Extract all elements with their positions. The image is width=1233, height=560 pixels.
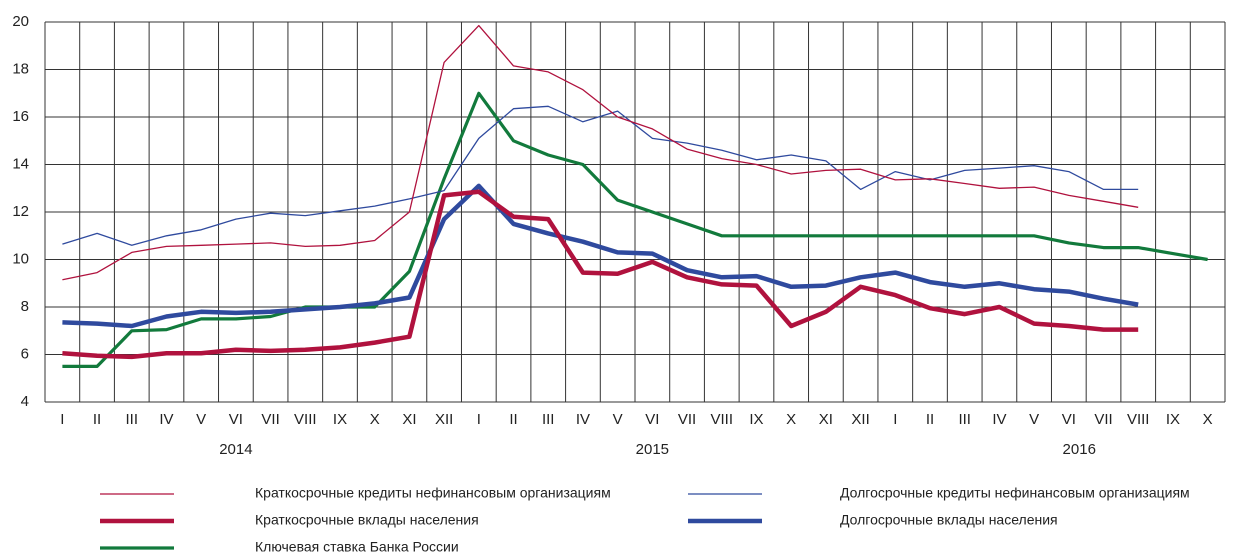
y-tick-label: 20 [12,13,29,30]
x-tick-label: VI [1062,411,1076,428]
x-tick-label: XII [435,411,453,428]
legend-label: Краткосрочные вклады населения [255,512,479,528]
x-tick-label: V [613,411,623,428]
series-line [62,24,1139,281]
x-tick-label: VIII [1127,411,1150,428]
x-tick-label: VIII [711,411,734,428]
year-label: 2014 [219,441,252,458]
x-tick-label: III [958,411,971,428]
x-tick-label: I [60,411,64,428]
legend-label: Долгосрочные кредиты нефинансовым органи… [840,485,1190,501]
year-label: 2015 [636,441,669,458]
x-tick-label: IX [1166,411,1180,428]
x-tick-label: I [477,411,481,428]
x-tick-label: II [926,411,934,428]
x-tick-label: IV [576,411,590,428]
x-tick-label: II [509,411,517,428]
legend: Краткосрочные кредиты нефинансовым орган… [100,485,1190,555]
x-tick-label: IV [159,411,173,428]
x-tick-label: VI [645,411,659,428]
legend-label: Долгосрочные вклады населения [840,512,1058,528]
y-tick-label: 10 [12,250,29,267]
x-tick-label: IX [749,411,763,428]
series-line [62,91,1208,368]
y-tick-label: 4 [21,393,29,410]
legend-label: Ключевая ставка Банка России [255,539,459,555]
series-line [62,189,1139,360]
x-tick-label: X [370,411,380,428]
x-tick-label: II [93,411,101,428]
x-tick-label: VII [678,411,696,428]
x-tick-label: VI [229,411,243,428]
x-tick-label: X [1203,411,1213,428]
x-tick-label: VII [261,411,279,428]
y-tick-label: 18 [12,60,29,77]
year-label: 2016 [1063,441,1096,458]
y-tick-label: 14 [12,155,29,172]
y-tick-label: 8 [21,298,29,315]
series-line [62,105,1139,246]
x-tick-label: XII [851,411,869,428]
y-tick-label: 12 [12,203,29,220]
x-tick-label: VII [1094,411,1112,428]
x-tick-label: XI [819,411,833,428]
series-line [62,183,1139,329]
x-tick-label: IX [333,411,347,428]
x-tick-label: XI [402,411,416,428]
x-tick-label: IV [992,411,1006,428]
x-tick-label: III [126,411,139,428]
x-tick-label: X [786,411,796,428]
x-tick-label: V [1029,411,1039,428]
x-tick-label: III [542,411,555,428]
x-tick-label: VIII [294,411,317,428]
x-tick-label: V [196,411,206,428]
x-tick-label: I [893,411,897,428]
legend-label: Краткосрочные кредиты нефинансовым орган… [255,485,611,501]
y-tick-label: 6 [21,345,29,362]
y-tick-label: 16 [12,108,29,125]
